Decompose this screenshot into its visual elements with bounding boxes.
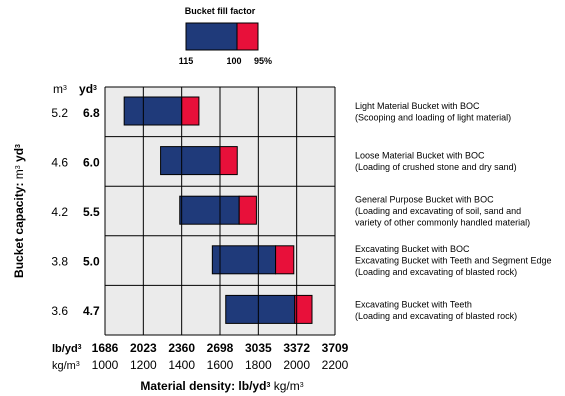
row-title: Loose Material Bucket with BOC	[355, 151, 485, 161]
y-tick-yd3: 6.0	[83, 155, 100, 169]
x-row-label-lbyd3: lb/yd3	[52, 343, 82, 355]
y-tick-m3: 3.8	[51, 255, 68, 269]
y-axis-title-part-1: m	[12, 169, 26, 179]
row-description: (Loading and excavating of blasted rock)	[355, 267, 517, 277]
y-col-header-yd3: yd3	[79, 82, 97, 96]
x-tick-lbyd3: 2698	[207, 341, 234, 355]
bar-fill-115-100-row-1	[160, 146, 221, 176]
row-description: (Loading of crushed stone and dry sand)	[355, 162, 517, 172]
y-axis-title-part-2: 3	[15, 165, 22, 169]
row-title: Excavating Bucket with Teeth	[355, 299, 472, 309]
legend-title: Bucket fill factor	[185, 6, 256, 16]
x-row-label-lbyd3-part-0: lb/yd	[52, 343, 78, 355]
bar-fill-100-95-row-0	[181, 96, 200, 126]
legend-swatch-100-95	[236, 22, 259, 51]
y-tick-m3: 3.6	[51, 304, 68, 318]
x-tick-lbyd3: 2023	[130, 341, 157, 355]
row-description: variety of other commonly handled materi…	[355, 218, 530, 228]
x-tick-lbyd3: 3035	[245, 341, 272, 355]
y-col-header-m3-part-0: m	[53, 82, 63, 96]
bar-fill-100-95-row-4	[294, 294, 313, 324]
bar-fill-115-100-row-0	[123, 96, 183, 126]
x-tick-lbyd3: 3709	[322, 341, 349, 355]
x-tick-lbyd3: 1686	[92, 341, 119, 355]
bar-fill-115-100-row-2	[179, 195, 240, 225]
y-axis-title-part-5: 3	[15, 144, 22, 148]
row-title: General Purpose Bucket with BOC	[355, 195, 494, 205]
legend-label-115: 115	[179, 56, 194, 66]
x-axis-title-part-4: kg/m	[274, 379, 300, 393]
y-tick-yd3: 6.8	[83, 106, 100, 120]
y-axis-title: Bucket capacity: m3 yd3	[12, 144, 26, 278]
y-tick-yd3: 5.5	[83, 205, 100, 219]
y-tick-yd3: 5.0	[83, 255, 100, 269]
x-axis-title-part-2: 3	[266, 382, 270, 389]
y-col-header-m3: m3	[53, 82, 67, 96]
bar-fill-100-95-row-2	[238, 195, 257, 225]
x-tick-kgm3: 2200	[322, 358, 349, 372]
legend-label-100: 100	[226, 56, 241, 66]
row-description: Excavating Bucket with Teeth and Segment…	[355, 256, 551, 266]
legend-swatch-115-100	[185, 22, 238, 51]
bar-fill-100-95-row-1	[219, 146, 238, 176]
y-tick-m3: 4.6	[51, 155, 68, 169]
x-row-label-kgm3: kg/m3	[52, 360, 80, 372]
x-axis-title-part-5: 3	[300, 382, 304, 389]
x-axis-title: Material density: lb/yd3 kg/m3	[140, 379, 303, 393]
row-description: (Scooping and loading of light material)	[355, 113, 511, 123]
bar-fill-100-95-row-3	[275, 245, 295, 275]
row-description: (Loading and excavating of soil, sand an…	[355, 206, 521, 216]
legend-label-95: 95%	[254, 56, 272, 66]
bar-fill-115-100-row-3	[211, 245, 277, 275]
row-title: Excavating Bucket with BOC	[355, 244, 470, 254]
x-row-label-lbyd3-part-1: 3	[78, 344, 82, 351]
x-row-label-kgm3-part-1: 3	[76, 361, 80, 368]
x-axis-title-part-0: Material density:	[140, 379, 238, 393]
x-axis-title-part-1: lb/yd	[238, 379, 266, 393]
y-col-header-m3-part-1: 3	[63, 85, 67, 92]
x-tick-lbyd3: 3372	[283, 341, 310, 355]
y-axis-title-part-4: yd	[12, 148, 26, 162]
x-tick-kgm3: 1800	[245, 358, 272, 372]
x-tick-kgm3: 1400	[168, 358, 195, 372]
x-row-label-kgm3-part-0: kg/m	[52, 360, 76, 372]
y-tick-m3: 5.2	[51, 106, 68, 120]
y-axis-title-part-0: Bucket capacity:	[12, 179, 26, 278]
row-title: Light Material Bucket with BOC	[355, 101, 480, 111]
y-tick-m3: 4.2	[51, 205, 68, 219]
y-col-header-yd3-part-0: yd	[79, 82, 93, 96]
x-tick-kgm3: 1000	[92, 358, 119, 372]
row-description: (Loading and excavating of blasted rock)	[355, 311, 517, 321]
x-tick-kgm3: 2000	[283, 358, 310, 372]
x-tick-kgm3: 1600	[207, 358, 234, 372]
bar-fill-115-100-row-4	[225, 294, 296, 324]
x-tick-lbyd3: 2360	[168, 341, 195, 355]
y-col-header-yd3-part-1: 3	[93, 85, 97, 92]
y-tick-yd3: 4.7	[83, 304, 100, 318]
x-tick-kgm3: 1200	[130, 358, 157, 372]
